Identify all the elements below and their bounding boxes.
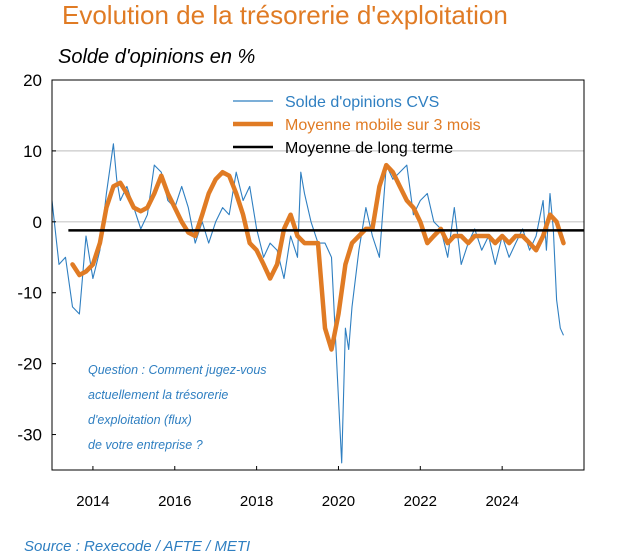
legend-item-moyenne-mobile-label: Moyenne mobile sur 3 mois xyxy=(285,117,481,134)
question-line: actuellement la trésorerie xyxy=(88,388,228,402)
question-line: Question : Comment jugez-vous xyxy=(88,363,267,377)
series-group xyxy=(51,143,584,464)
y-tick-label: -10 xyxy=(17,284,42,303)
plot-frame xyxy=(51,79,585,471)
x-tick-label: 2022 xyxy=(404,493,437,510)
source-note: Source : Rexecode / AFTE / METI xyxy=(24,538,251,555)
x-tick-label: 2024 xyxy=(485,493,518,510)
x-tick-label: 2016 xyxy=(158,493,191,510)
legend: Solde d'opinions CVS Moyenne mobile sur 3… xyxy=(233,94,481,157)
x-tick-label: 2020 xyxy=(322,493,355,510)
y-tick-label: 0 xyxy=(33,213,42,232)
y-tick-label: 10 xyxy=(23,142,42,161)
legend-item-long-terme-label: Moyenne de long terme xyxy=(285,140,453,157)
y-axis-label: Solde d'opinions en % xyxy=(58,46,256,68)
y-tick-label: -20 xyxy=(17,355,42,374)
gridlines xyxy=(52,150,584,223)
question-annotation: Question : Comment jugez-vous actuellemen… xyxy=(88,363,267,452)
y-tick-label: -30 xyxy=(17,426,42,445)
legend-item-solde-label: Solde d'opinions CVS xyxy=(285,94,439,111)
chart-title: Evolution de la trésorerie d'exploitatio… xyxy=(62,0,508,30)
y-tick-label: 20 xyxy=(23,71,42,90)
question-line: de votre entreprise ? xyxy=(88,438,203,452)
x-tick-label: 2014 xyxy=(76,493,109,510)
x-tick-label: 2018 xyxy=(240,493,273,510)
question-line: d'exploitation (flux) xyxy=(88,413,192,427)
series-line-moyenne-mobile xyxy=(70,162,566,352)
axis-ticks: 20 10 0 -10 -20 -30 2014 2016 2018 2020 2022 2024 xyxy=(17,71,518,510)
